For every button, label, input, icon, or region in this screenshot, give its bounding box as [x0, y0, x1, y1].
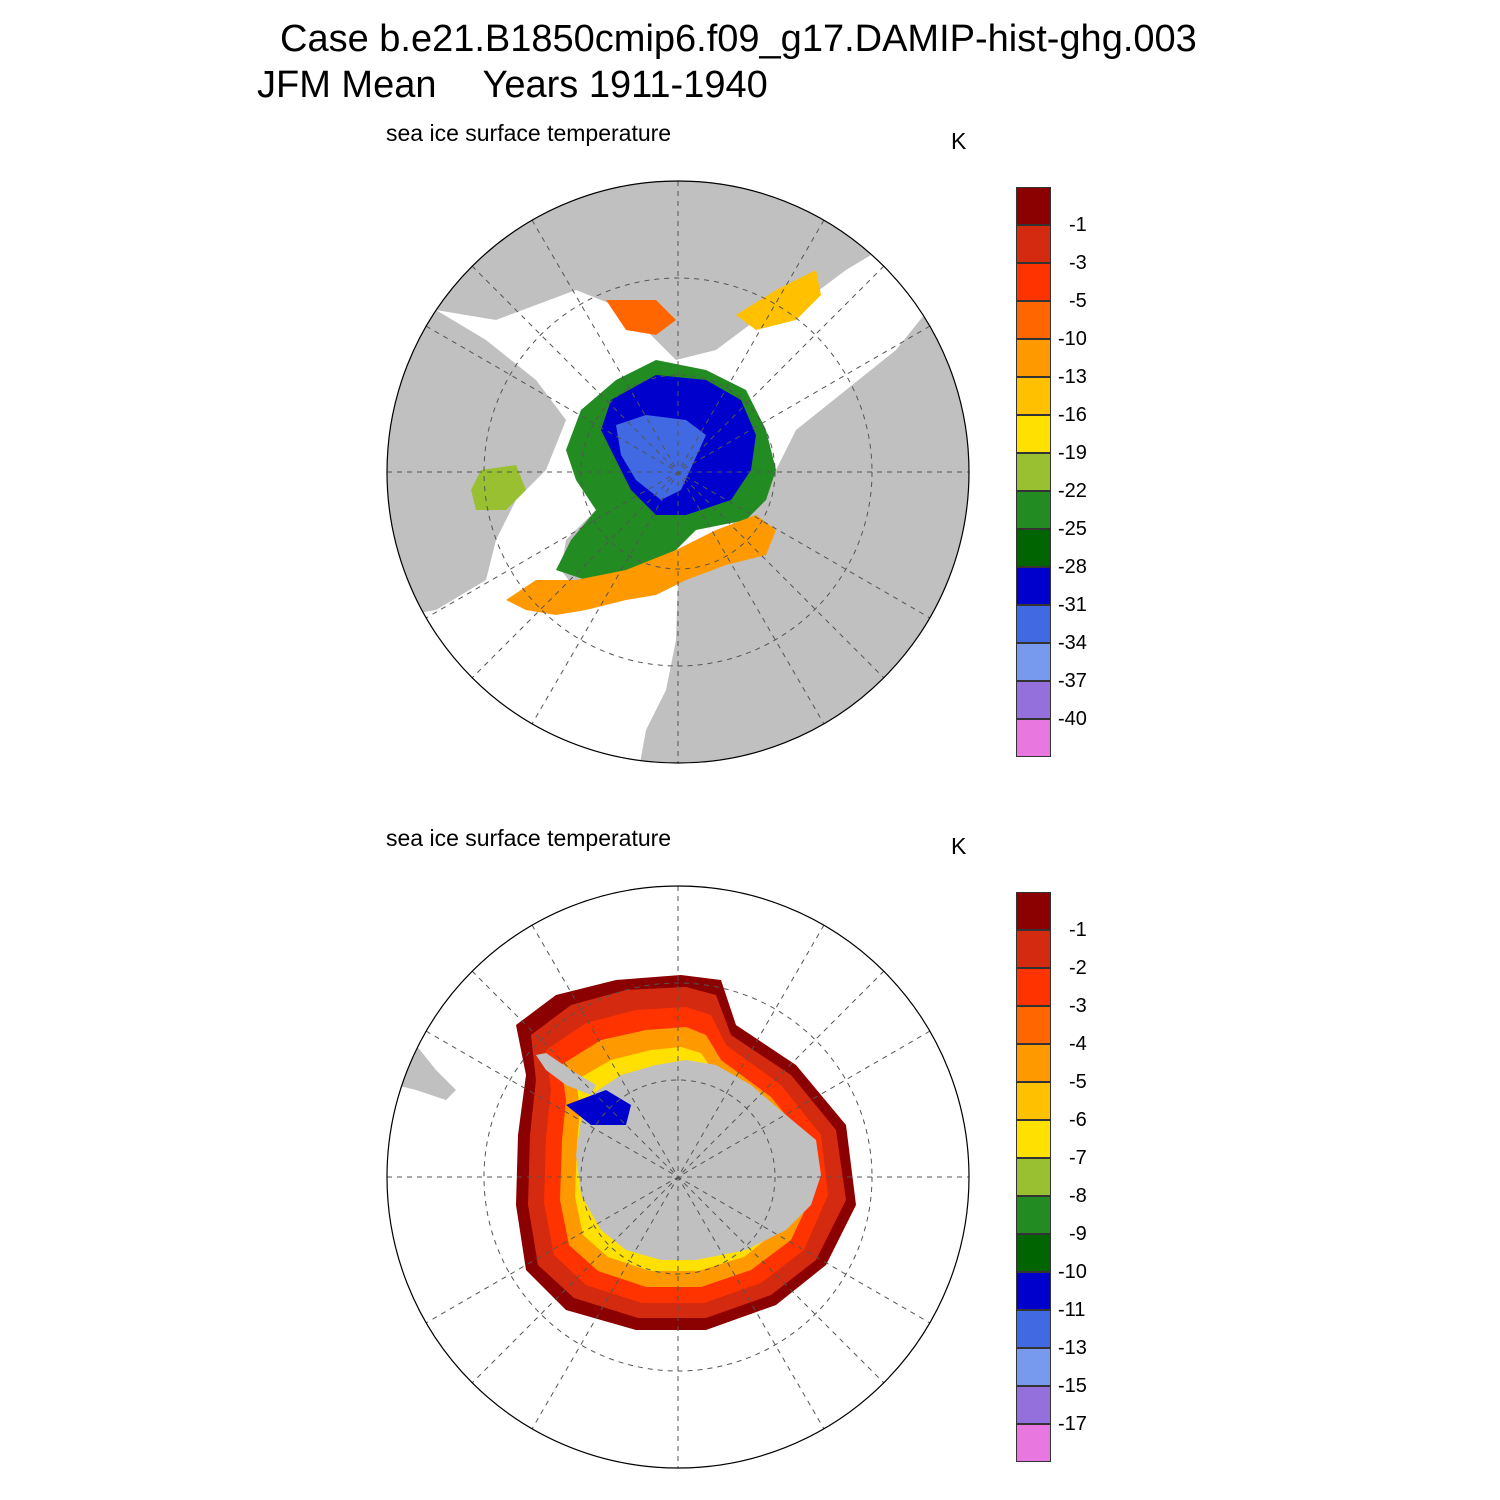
colorbar-2-label: -15 — [1058, 1375, 1087, 1397]
colorbar-1-label: -1 — [1069, 214, 1087, 236]
colorbar-2-label: -7 — [1069, 1147, 1087, 1169]
colorbar-1-swatch — [1016, 187, 1051, 225]
colorbar-2-label: -6 — [1069, 1109, 1087, 1131]
colorbar-1-label: -28 — [1058, 556, 1087, 578]
ice-pacific — [606, 300, 676, 335]
colorbar-2-label: -17 — [1058, 1413, 1087, 1435]
colorbar-1-label: -19 — [1058, 442, 1087, 464]
colorbar-2-swatch — [1016, 1158, 1051, 1196]
colorbar-1-swatch — [1016, 339, 1051, 377]
colorbar-2-label: -5 — [1069, 1071, 1087, 1093]
colorbar-2-swatch — [1016, 1082, 1051, 1120]
colorbar-1-label: -34 — [1058, 632, 1087, 654]
panel-2-subtitle: sea ice surface temperature — [386, 825, 672, 851]
north-polar-map — [386, 180, 970, 764]
colorbar-1-swatch — [1016, 263, 1051, 301]
colorbar-1-label: -40 — [1058, 708, 1087, 730]
colorbar-1-swatch — [1016, 491, 1051, 529]
colorbar-2-label: -4 — [1069, 1033, 1087, 1055]
panel-1-unit: K — [951, 128, 967, 154]
land-antarctica — [576, 1060, 821, 1260]
ice-arctic-cold — [616, 415, 706, 500]
colorbar-2-label: -3 — [1069, 995, 1087, 1017]
colorbar-2-label: -9 — [1069, 1223, 1087, 1245]
colorbar-1-label: -13 — [1058, 366, 1087, 388]
years-label: Years 1911-1940 — [482, 64, 768, 106]
colorbar-1-label: -25 — [1058, 518, 1087, 540]
colorbar-2-swatch — [1016, 1044, 1051, 1082]
panel-1-subtitle: sea ice surface temperature — [386, 120, 672, 146]
colorbar-1-label: -16 — [1058, 404, 1087, 426]
colorbar-2-label: -2 — [1069, 957, 1087, 979]
south-polar-map — [386, 885, 970, 1469]
land-antarctic-peninsula — [536, 1053, 596, 1095]
land-eurasia — [638, 280, 969, 763]
colorbar-2-label: -1 — [1069, 919, 1087, 941]
colorbar-1-swatch — [1016, 453, 1051, 491]
colorbar-1-label: -31 — [1058, 594, 1087, 616]
ice-atlantic-band — [506, 515, 776, 615]
ice-okhotsk — [736, 270, 821, 330]
colorbar-1-swatch — [1016, 301, 1051, 339]
season-label: JFM Mean — [257, 64, 437, 106]
colorbar-1-swatch — [1016, 377, 1051, 415]
colorbar-2-swatch — [1016, 930, 1051, 968]
colorbar-2-swatch — [1016, 968, 1051, 1006]
colorbar-1-swatch — [1016, 529, 1051, 567]
colorbar-2-label: -13 — [1058, 1337, 1087, 1359]
ice-hudson — [471, 465, 526, 510]
colorbar-2-label: -10 — [1058, 1261, 1087, 1283]
colorbar-2-swatch — [1016, 1386, 1051, 1424]
colorbar-1-swatch — [1016, 719, 1051, 757]
colorbar-2-swatch — [1016, 1310, 1051, 1348]
colorbar-1-label: -22 — [1058, 480, 1087, 502]
colorbar-1-label: -5 — [1069, 290, 1087, 312]
colorbar-1-label: -37 — [1058, 670, 1087, 692]
season-title: JFM Mean Years 1911-1940 — [257, 64, 768, 107]
panel-2-unit: K — [951, 833, 967, 859]
colorbar-1-swatch — [1016, 567, 1051, 605]
colorbar-2-swatch — [1016, 1120, 1051, 1158]
colorbar-2-label: -8 — [1069, 1185, 1087, 1207]
colorbar-2-swatch — [1016, 1424, 1051, 1462]
colorbar-1-swatch — [1016, 225, 1051, 263]
colorbar-1-swatch — [1016, 643, 1051, 681]
colorbar-1-swatch — [1016, 681, 1051, 719]
colorbar-1-swatch — [1016, 605, 1051, 643]
colorbar-2-swatch — [1016, 1272, 1051, 1310]
colorbar-1-label: -3 — [1069, 252, 1087, 274]
colorbar-2-swatch — [1016, 1234, 1051, 1272]
colorbar-2-swatch — [1016, 1196, 1051, 1234]
ice-weddell — [566, 1090, 631, 1125]
colorbar-2-swatch — [1016, 892, 1051, 930]
colorbar-2-label: -11 — [1058, 1299, 1086, 1321]
land-north-america — [387, 290, 566, 620]
colorbar-2-swatch — [1016, 1006, 1051, 1044]
case-title: Case b.e21.B1850cmip6.f09_g17.DAMIP-hist… — [280, 18, 1197, 60]
colorbar-2-swatch — [1016, 1348, 1051, 1386]
colorbar-1-label: -10 — [1058, 328, 1087, 350]
colorbar-1-swatch — [1016, 415, 1051, 453]
